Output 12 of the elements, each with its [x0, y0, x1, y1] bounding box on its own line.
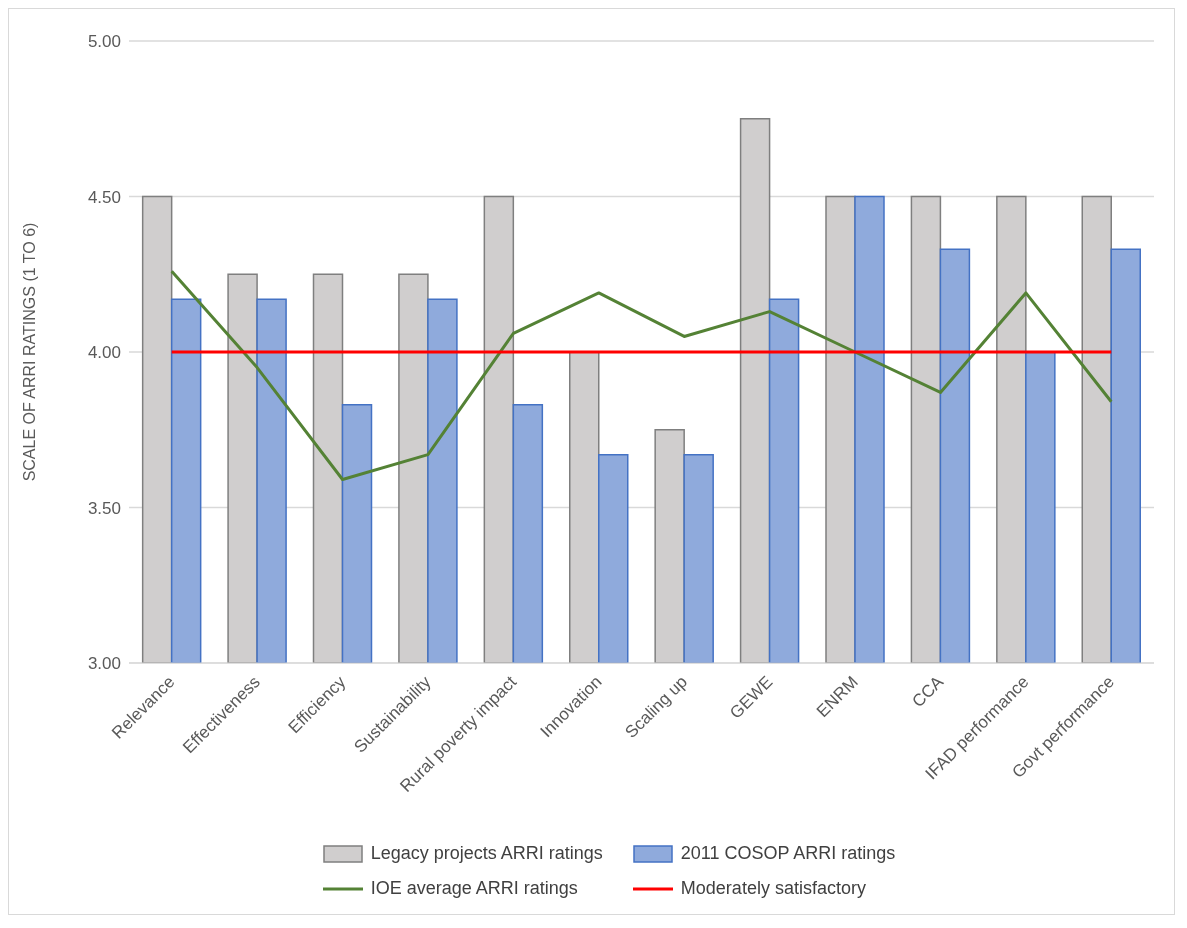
y-tick-label: 5.00: [87, 32, 121, 52]
legend-label: IOE average ARRI ratings: [370, 878, 578, 899]
y-tick-label: 3.50: [87, 498, 121, 518]
y-tick-label: 4.00: [87, 343, 121, 363]
y-tick-label: 3.00: [87, 654, 121, 674]
y-tick-label: 4.50: [87, 187, 121, 207]
legend-label: 2011 COSOP ARRI ratings: [680, 843, 896, 864]
y-axis-title: SCALE OF ARRI RATINGS (1 TO 6): [20, 222, 38, 482]
line-series: [170, 269, 1113, 482]
x-tick-label: CCA: [908, 671, 948, 712]
legend-label: Moderately satisfactory: [680, 878, 866, 899]
legend-label: Legacy projects ARRI ratings: [370, 843, 603, 864]
